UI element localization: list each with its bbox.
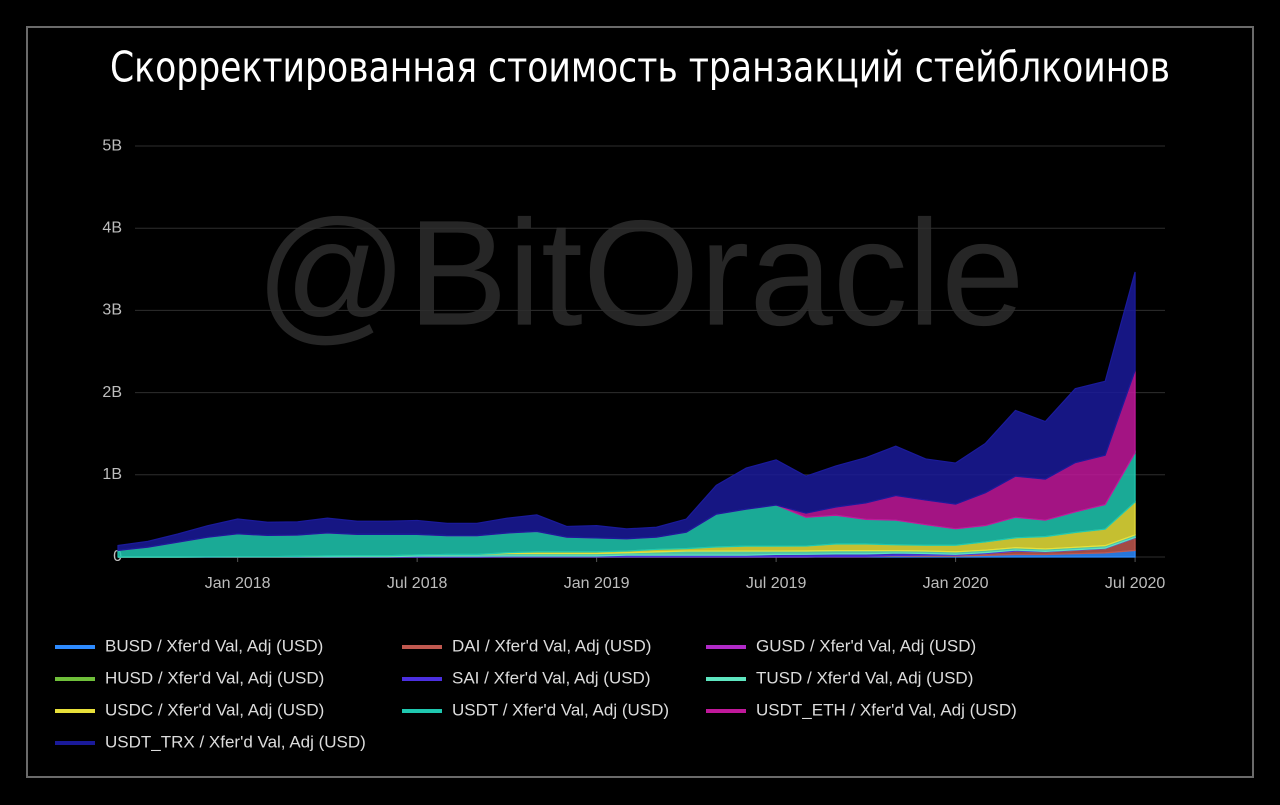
legend-label: USDT / Xfer'd Val, Adj (USD) xyxy=(452,700,669,719)
legend-label: TUSD / Xfer'd Val, Adj (USD) xyxy=(756,668,973,687)
legend-label: USDT_ETH / Xfer'd Val, Adj (USD) xyxy=(756,700,1017,719)
legend-label: HUSD / Xfer'd Val, Adj (USD) xyxy=(105,668,324,687)
y-tick-label: 1B xyxy=(102,466,122,483)
frame xyxy=(26,26,1254,778)
x-tick-label: Jan 2020 xyxy=(923,575,989,592)
y-tick-label: 3B xyxy=(102,302,122,319)
x-tick-label: Jan 2018 xyxy=(205,575,271,592)
legend-label: GUSD / Xfer'd Val, Adj (USD) xyxy=(756,636,976,655)
legend-label: DAI / Xfer'd Val, Adj (USD) xyxy=(452,636,651,655)
y-tick-label: 4B xyxy=(102,219,122,236)
chart-title: Скорректированная стоимость транзакций с… xyxy=(110,43,1170,92)
legend-label: USDT_TRX / Xfer'd Val, Adj (USD) xyxy=(105,732,366,751)
y-tick-label: 2B xyxy=(102,384,122,401)
area xyxy=(117,271,1136,552)
x-tick-label: Jul 2020 xyxy=(1105,575,1166,592)
x-tick-label: Jul 2019 xyxy=(746,575,807,592)
y-tick-label: 5B xyxy=(102,137,122,154)
x-tick-label: Jul 2018 xyxy=(387,575,448,592)
legend-label: USDC / Xfer'd Val, Adj (USD) xyxy=(105,700,324,719)
x-tick-label: Jan 2019 xyxy=(564,575,630,592)
legend-label: SAI / Xfer'd Val, Adj (USD) xyxy=(452,668,651,687)
legend-label: BUSD / Xfer'd Val, Adj (USD) xyxy=(105,636,323,655)
watermark: @BitOracle xyxy=(255,189,1024,357)
